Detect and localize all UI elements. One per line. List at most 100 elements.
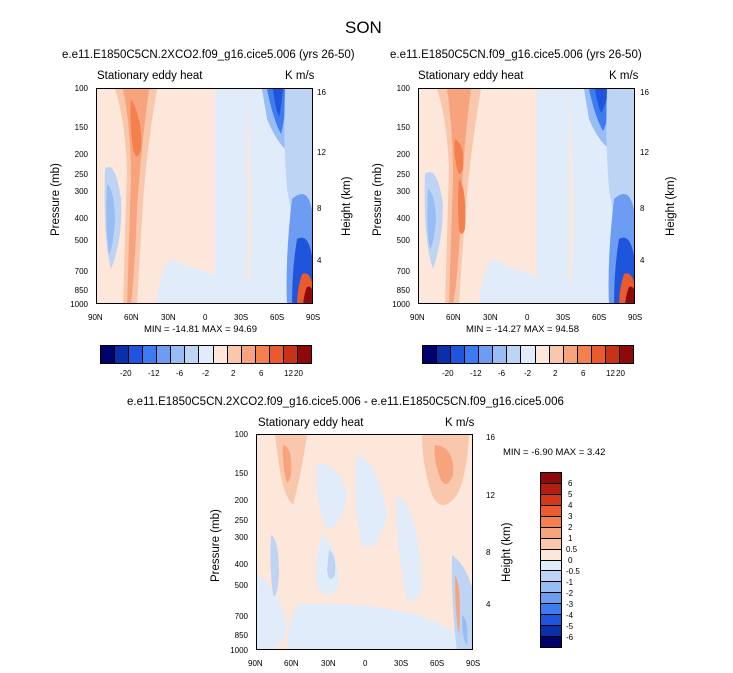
colorbar-swatch: [451, 346, 466, 363]
colorbar-swatch: [507, 346, 522, 363]
panel-3-ytick: 200: [234, 496, 248, 505]
colorbar-swatch: [541, 582, 561, 594]
panel-2-left-string: Stationary eddy heat: [418, 70, 524, 82]
panel-1-plot-area: [96, 88, 313, 304]
panel-3-colorbar-label: -2: [566, 589, 574, 598]
panel-3-colorbar-label: 5: [568, 490, 573, 499]
panel-3-colorbar-label: -1: [566, 578, 574, 587]
colorbar-swatch: [423, 346, 438, 363]
colorbar-swatch: [541, 538, 561, 550]
panel-3-ytick-right: 4: [486, 600, 491, 609]
colorbar-swatch: [465, 346, 480, 363]
panel-1-ytick-right: 12: [317, 148, 326, 157]
colorbar-swatch: [437, 346, 452, 363]
panel-1-colorbar-label: -12: [148, 369, 160, 378]
panel-1-ytick: 250: [74, 170, 88, 179]
panel-3-ytick-right: 8: [486, 548, 491, 557]
panel-3-ytick: 1000: [230, 646, 248, 655]
panel-2-contours: [419, 89, 634, 303]
panel-3-colorbar-label: -0.5: [566, 567, 580, 576]
colorbar-swatch: [541, 516, 561, 528]
colorbar-swatch: [541, 505, 561, 517]
colorbar-swatch: [493, 346, 508, 363]
colorbar-swatch: [157, 346, 172, 363]
panel-3-min-max: MIN = -6.90 MAX = 3.42: [503, 447, 606, 458]
panel-1-colorbar-label: 6: [259, 369, 264, 378]
panel-1-min-max: MIN = -14.81 MAX = 94.69: [144, 324, 258, 335]
panel-3-ytick-right: 16: [486, 433, 495, 442]
panel-2-colorbar-label: -6: [498, 369, 506, 378]
panel-1-ytick: 300: [74, 187, 88, 196]
panel-2-xtick: 60S: [592, 313, 607, 322]
panel-1-ytick: 850: [74, 286, 88, 295]
panel-1-ytick: 400: [74, 214, 88, 223]
panel-2-ytick-right: 16: [640, 88, 649, 97]
panel-2-ytick: 1000: [392, 300, 410, 309]
panel-1-xtick: 90S: [306, 313, 321, 322]
panel-2-ylabel-right: Height (km): [665, 176, 677, 236]
panel-1-colorbar-label: 20: [294, 369, 303, 378]
panel-3-ylabel-right: Height (km): [501, 522, 513, 582]
colorbar-swatch: [541, 626, 561, 638]
panel-1-contours: [97, 89, 312, 303]
panel-2-colorbar-label: 20: [616, 369, 625, 378]
colorbar-swatch: [541, 637, 561, 647]
panel-1-ylabel: Pressure (mb): [50, 163, 62, 236]
colorbar-swatch: [577, 346, 592, 363]
panel-1-colorbar-label: -20: [120, 369, 132, 378]
panel-3-xtick: 0: [363, 659, 368, 668]
colorbar-swatch: [115, 346, 130, 363]
panel-1-colorbar-label: -2: [202, 369, 210, 378]
colorbar-swatch: [541, 571, 561, 583]
panel-1-ytick-right: 16: [317, 88, 326, 97]
colorbar-swatch: [241, 346, 256, 363]
colorbar-swatch: [227, 346, 242, 363]
panel-3-xtick: 60N: [284, 659, 299, 668]
panel-1-xtick: 0: [203, 313, 208, 322]
panel-2-colorbar-label: 12: [606, 369, 615, 378]
panel-1-ytick: 1000: [70, 300, 88, 309]
colorbar-swatch: [101, 346, 116, 363]
colorbar-swatch: [541, 473, 561, 484]
panel-2-min-max: MIN = -14.27 MAX = 94.58: [466, 324, 580, 335]
colorbar-swatch: [143, 346, 158, 363]
panel-1-colorbar-label: -6: [176, 369, 184, 378]
panel-1-ytick: 200: [74, 150, 88, 159]
panel-3-colorbar-label: 0.5: [566, 545, 578, 554]
panel-2-ytick: 250: [396, 170, 410, 179]
panel-3-ytick: 400: [234, 560, 248, 569]
colorbar-swatch: [619, 346, 633, 363]
panel-3-colorbar-label: -6: [566, 633, 574, 642]
panel-3-ytick: 150: [234, 469, 248, 478]
colorbar-swatch: [269, 346, 284, 363]
panel-1-ytick: 150: [74, 123, 88, 132]
panel-1-xtick: 30S: [234, 313, 249, 322]
panel-3-colorbar-label: 4: [568, 501, 573, 510]
panel-1-colorbar-label: 12: [284, 369, 293, 378]
figure-title: SON: [345, 18, 382, 37]
panel-2-xtick: 0: [525, 313, 530, 322]
colorbar-swatch: [535, 346, 550, 363]
colorbar-swatch: [541, 494, 561, 506]
colorbar-swatch: [563, 346, 578, 363]
panel-2-ytick-right: 12: [640, 148, 649, 157]
panel-2-ytick: 100: [396, 84, 410, 93]
panel-2-colorbar-label: -20: [442, 369, 454, 378]
panel-1-right-string: K m/s: [285, 70, 315, 82]
panel-2-ytick: 400: [396, 214, 410, 223]
panel-3-ytick: 850: [234, 631, 248, 640]
panel-1-ytick-right: 8: [317, 204, 322, 213]
panel-2-ytick: 500: [396, 236, 410, 245]
colorbar-swatch: [297, 346, 311, 363]
colorbar-swatch: [255, 346, 270, 363]
panel-1-ytick: 500: [74, 236, 88, 245]
panel-3-colorbar-label: 6: [568, 479, 573, 488]
colorbar-swatch: [541, 527, 561, 539]
panel-3-title: e.e11.E1850C5CN.2XCO2.f09_g16.cice5.006 …: [127, 396, 564, 408]
panel-2-colorbar-label: -2: [524, 369, 532, 378]
colorbar-swatch: [605, 346, 620, 363]
colorbar-swatch: [541, 560, 561, 572]
panel-1-left-string: Stationary eddy heat: [97, 70, 203, 82]
panel-1-ytick: 700: [74, 267, 88, 276]
panel-3-xtick: 30N: [321, 659, 336, 668]
